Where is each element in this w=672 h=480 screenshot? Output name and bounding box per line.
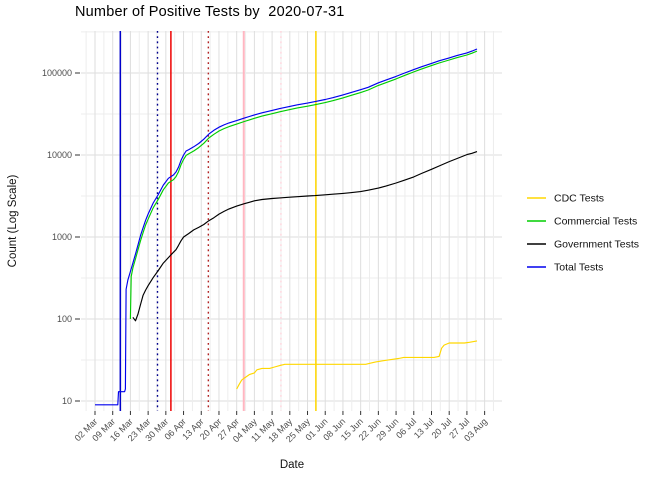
series-line-total-tests xyxy=(95,48,478,406)
legend-label: Government Tests xyxy=(554,239,639,251)
legend-item-commercial-tests: Commercial Tests xyxy=(527,216,637,228)
legend-item-total-tests: Total Tests xyxy=(527,262,603,274)
series-line-cdc-tests xyxy=(236,340,478,390)
y-tick-label: 100000 xyxy=(42,68,72,78)
y-tick-label: 1000 xyxy=(52,232,72,242)
y-axis-title: Count (Log Scale) xyxy=(7,174,19,267)
legend-item-government-tests: Government Tests xyxy=(527,239,639,251)
reference-vlines xyxy=(119,31,317,411)
y-tick-label: 100 xyxy=(57,314,72,324)
legend-label: Commercial Tests xyxy=(554,216,637,228)
series-line-commercial-tests xyxy=(129,50,478,320)
x-axis-title: Date xyxy=(280,459,304,471)
chart-title: Number of Positive Tests by 2020-07-31 xyxy=(75,4,345,20)
legend-label: CDC Tests xyxy=(554,193,604,205)
legend: CDC Tests Commercial Tests Government Test… xyxy=(527,193,639,274)
y-tick-label: 10000 xyxy=(47,150,72,160)
data-series xyxy=(95,48,478,406)
y-tick-label: 10 xyxy=(62,396,72,406)
series-line-government-tests xyxy=(132,151,478,322)
legend-item-cdc-tests: CDC Tests xyxy=(527,193,604,205)
gridlines xyxy=(81,31,502,411)
legend-label: Total Tests xyxy=(554,262,603,274)
